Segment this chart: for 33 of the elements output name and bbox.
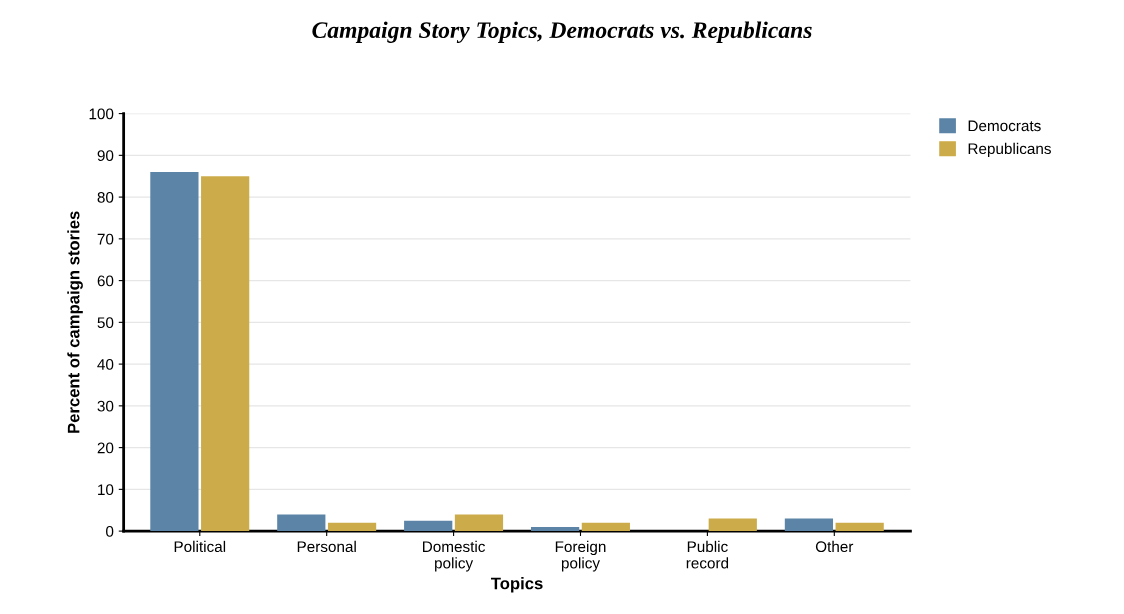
chart-title: Campaign Story Topics, Democrats vs. Republicans xyxy=(312,21,812,43)
legend-label: Republicans xyxy=(968,142,1051,158)
bar xyxy=(708,518,757,532)
y-tick-label: 0 xyxy=(106,525,114,537)
y-axis-title: Percent of campaign stories xyxy=(67,211,83,433)
x-tick-label: Foreign policy xyxy=(555,540,606,572)
y-tick-label: 30 xyxy=(97,400,114,412)
bar xyxy=(835,522,884,532)
x-tick-label: Other xyxy=(815,540,854,553)
bar xyxy=(277,514,326,532)
bar xyxy=(531,526,580,532)
bar xyxy=(404,520,453,532)
x-tick-label: Political xyxy=(174,540,226,553)
bar xyxy=(581,522,630,532)
y-tick-label: 100 xyxy=(89,108,114,120)
bar xyxy=(327,522,377,532)
y-tick-label: 10 xyxy=(98,484,114,496)
x-axis-title: Topics xyxy=(490,577,543,593)
y-tick-label: 70 xyxy=(97,233,114,245)
bar xyxy=(201,176,250,532)
y-tick-label: 40 xyxy=(97,358,114,370)
x-tick-label: Public record xyxy=(686,540,729,569)
x-tick-label: Personal xyxy=(297,540,356,553)
x-tick-label: Domestic policy xyxy=(423,540,486,572)
y-tick-label: 60 xyxy=(97,275,114,287)
y-tick-label: 90 xyxy=(97,150,114,162)
legend-label: Democrats xyxy=(968,120,1041,132)
y-tick-label: 80 xyxy=(97,191,114,203)
bar xyxy=(454,514,504,532)
bar xyxy=(150,172,199,532)
y-tick-label: 50 xyxy=(97,317,114,329)
y-tick-label: 20 xyxy=(97,442,114,454)
bar xyxy=(784,518,834,532)
